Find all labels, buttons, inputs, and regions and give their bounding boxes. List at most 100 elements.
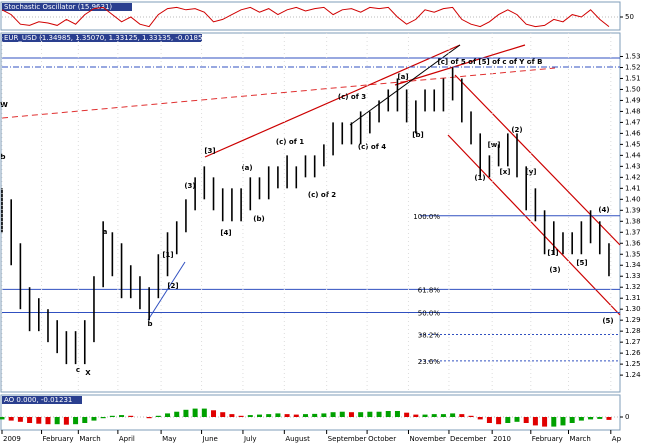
y-tick-label: 1.27 <box>625 338 641 346</box>
ao-header <box>2 396 82 404</box>
ao-bar <box>496 417 502 425</box>
ao-bar <box>17 417 23 422</box>
wave-label: [5] <box>576 259 587 267</box>
ao-bar <box>477 417 483 420</box>
ao-bar <box>36 417 42 424</box>
y-tick-label: 1.47 <box>625 118 641 126</box>
ao-bar <box>8 417 14 421</box>
y-tick-label: 1.32 <box>625 283 641 291</box>
wave-label: [4] <box>220 229 231 237</box>
ao-bar <box>505 417 511 423</box>
y-tick-label: 1.25 <box>625 360 641 368</box>
wave-label: [b] <box>412 131 423 139</box>
ao-bar <box>119 415 125 417</box>
ao-bar <box>284 414 290 417</box>
y-tick-label: 1.33 <box>625 272 641 280</box>
y-tick-label: 1.49 <box>625 96 641 104</box>
ao-bar <box>348 412 354 417</box>
y-tick-label: 1.28 <box>625 327 641 335</box>
wave-label: (c) of 1 <box>276 138 304 146</box>
ao-bar <box>569 417 575 423</box>
ao-bar <box>54 417 60 425</box>
ao-bar <box>523 417 529 423</box>
x-tick-label: October <box>368 435 396 443</box>
fib-label: 50.0% <box>418 309 441 317</box>
wave-label: b <box>147 320 152 328</box>
wave-label: [3] <box>204 147 215 155</box>
wave-label: a <box>103 228 108 236</box>
ao-title: AO 0.000, -0.01231 <box>4 396 72 404</box>
y-tick-label: 1.30 <box>625 305 641 313</box>
ao-bar <box>486 417 492 423</box>
ao-bar <box>220 412 226 417</box>
y-tick-label: 1.46 <box>625 129 641 137</box>
wave-label: [y] <box>526 168 537 176</box>
stoch-frame <box>0 1 621 31</box>
y-tick-label: 1.52 <box>625 63 641 71</box>
ao-bar <box>367 411 373 417</box>
ao-bar <box>358 412 364 417</box>
ao-bar <box>404 412 410 417</box>
ao-bar <box>73 417 79 425</box>
x-tick-label: June <box>202 435 218 443</box>
wave-label: (2) <box>511 126 522 134</box>
ao-bar <box>532 417 538 426</box>
fib-label: 100.0% <box>413 213 440 221</box>
wave-label: W <box>0 101 8 109</box>
ao-bar <box>440 414 446 417</box>
y-tick-label: 1.41 <box>625 184 641 192</box>
x-tick-label: May <box>162 435 176 443</box>
y-tick-label: 1.29 <box>625 316 641 324</box>
y-tick-label: 1.48 <box>625 107 641 115</box>
fib-label: 23.6% <box>418 358 441 366</box>
stoch-title: Stochastic Oscillator (15.9631) <box>4 3 112 11</box>
wave-label: [w] <box>488 141 501 149</box>
y-tick-label: 1.34 <box>625 261 641 269</box>
stoch-line <box>1 6 610 28</box>
fib-label: 61.8% <box>418 286 441 294</box>
ao-bar <box>450 413 456 417</box>
trendline <box>147 261 186 321</box>
y-tick-label: 1.36 <box>625 239 641 247</box>
wave-label: b <box>0 153 5 161</box>
wave-label: [a] <box>397 73 408 81</box>
ao-bar <box>155 415 161 417</box>
y-tick-label: 1.38 <box>625 217 641 225</box>
y-tick-label: 1.37 <box>625 228 641 236</box>
y-tick-label: 1.24 <box>625 371 641 379</box>
y-tick-label: 1.35 <box>625 250 641 258</box>
ao-bar <box>229 414 235 417</box>
ao-bar <box>109 415 115 417</box>
ao-bar <box>275 413 281 417</box>
ao-bar <box>542 417 548 427</box>
ao-bar <box>211 410 217 417</box>
wave-label: (c) of 2 <box>308 191 336 199</box>
wave-label: [c] of 5 of [5] of c of Y of B <box>438 58 543 66</box>
ao-bar <box>45 417 51 425</box>
ao-bar <box>514 417 520 422</box>
wave-label: (c) of 3 <box>338 93 366 101</box>
ao-bar <box>247 415 253 417</box>
ao-bar <box>385 411 391 417</box>
wave-label: (a) <box>241 164 252 172</box>
y-tick-label: 1.31 <box>625 294 641 302</box>
ao-bar <box>165 413 171 417</box>
ao-bar <box>293 414 299 417</box>
trendlines <box>1 44 621 321</box>
ao-bar <box>174 411 180 417</box>
wave-label: (b) <box>253 215 264 223</box>
wave-label: (c) of 4 <box>358 143 386 151</box>
x-tick-label: December <box>450 435 486 443</box>
ao-bar <box>468 415 474 417</box>
y-tick-label: 1.42 <box>625 173 641 181</box>
trendline <box>1 67 556 119</box>
ao-bar <box>560 417 566 426</box>
x-tick-label: 2010 <box>493 435 511 443</box>
ao-bar <box>597 417 603 419</box>
x-tick-label: March <box>79 435 100 443</box>
trendline <box>394 44 526 86</box>
channel-lower <box>447 134 621 316</box>
